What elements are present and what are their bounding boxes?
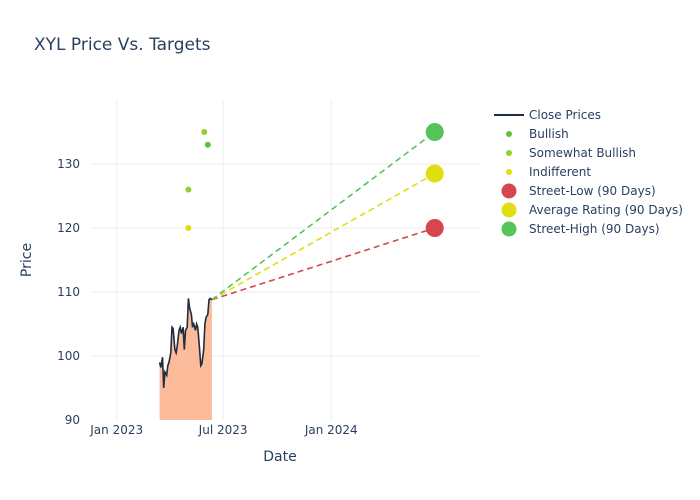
legend-item[interactable]: Street-High (90 Days) (501, 221, 660, 237)
legend-label: Bullish (529, 127, 569, 141)
target-marker[interactable] (425, 164, 444, 183)
legend-marker-swatch (501, 202, 517, 218)
target-line (211, 227, 435, 301)
y-tick-label: 90 (65, 413, 80, 427)
legend-item[interactable]: Average Rating (90 Days) (501, 202, 684, 218)
close-price-line-group (158, 297, 213, 389)
y-tick-label: 100 (57, 349, 80, 363)
legend-item[interactable]: Street-Low (90 Days) (501, 183, 656, 199)
legend-item[interactable]: Bullish (506, 127, 569, 141)
target-marker[interactable] (425, 219, 444, 237)
legend-label: Average Rating (90 Days) (529, 203, 683, 217)
legend-item[interactable]: Somewhat Bullish (506, 146, 636, 160)
legend-label: Street-High (90 Days) (529, 222, 660, 236)
x-tick-label: Jan 2024 (304, 423, 358, 437)
legend-item[interactable]: Indifferent (506, 165, 591, 179)
close-price-area (159, 298, 212, 420)
legend-label: Indifferent (529, 165, 591, 179)
y-tick-label: 110 (57, 285, 80, 299)
target-line (211, 172, 436, 301)
legend-dot-swatch (506, 131, 512, 137)
target-markers (425, 123, 444, 237)
x-axis-title: Date (263, 449, 296, 465)
legend-marker-swatch (501, 183, 517, 199)
rating-point[interactable] (185, 186, 192, 193)
legend-label: Somewhat Bullish (529, 146, 636, 160)
rating-point[interactable] (201, 129, 208, 135)
y-tick-label: 130 (57, 157, 80, 171)
y-axis-ticks: 90 100 110 120 130 (57, 157, 80, 427)
close-price-line (158, 297, 213, 389)
legend[interactable]: Close Prices Bullish Somewhat Bullish Indif… (494, 108, 683, 237)
legend-dot-swatch (506, 150, 512, 156)
target-line (211, 131, 436, 301)
y-axis-title: Price (19, 243, 35, 277)
x-axis-ticks: Jan 2023 Jul 2023 Jan 2024 (89, 423, 357, 437)
grid (92, 100, 480, 420)
close-price-fill (159, 298, 212, 420)
x-tick-label: Jan 2023 (89, 423, 143, 437)
target-lines (211, 131, 436, 301)
chart-title: XYL Price Vs. Targets (34, 35, 211, 55)
target-marker[interactable] (425, 123, 444, 141)
legend-marker-swatch (501, 221, 517, 237)
legend-dot-swatch (506, 169, 512, 175)
rating-points (185, 129, 211, 231)
x-tick-label: Jul 2023 (198, 423, 248, 437)
rating-point[interactable] (204, 141, 211, 148)
legend-label: Street-Low (90 Days) (529, 184, 656, 198)
y-tick-label: 120 (57, 221, 80, 235)
rating-point[interactable] (185, 225, 192, 231)
legend-label: Close Prices (529, 108, 601, 122)
legend-item[interactable]: Close Prices (494, 108, 601, 122)
